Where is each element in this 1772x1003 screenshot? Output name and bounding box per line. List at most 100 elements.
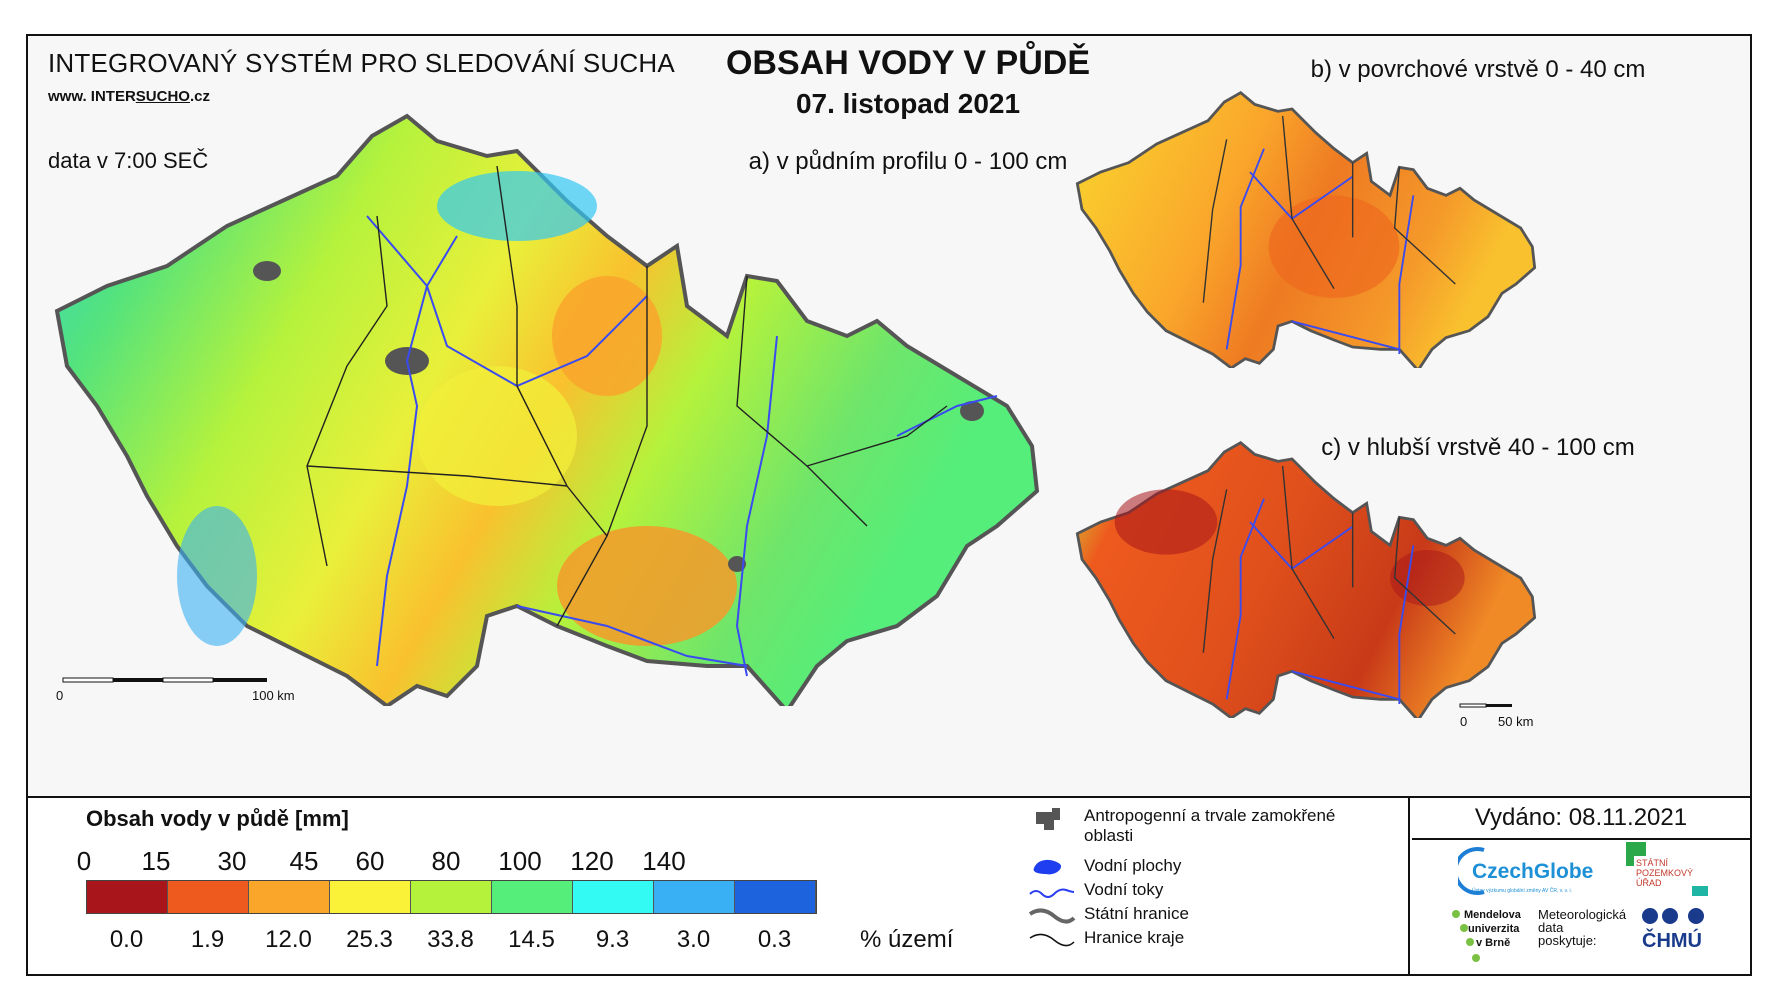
river-odra: [896, 395, 998, 437]
legend-percent: 33.8: [427, 926, 474, 953]
mendel-text-3: v Brně: [1476, 937, 1511, 949]
legend-break: 100: [498, 846, 542, 876]
legend-break: 140: [642, 846, 686, 876]
symbol-label: Vodní toky: [1084, 880, 1164, 899]
data-time-label: data v 7:00 SEČ: [48, 148, 209, 173]
region-border-icon: [1028, 928, 1084, 956]
urban-brno: [728, 556, 746, 572]
spu-green-mark-2: [1626, 856, 1634, 866]
mendel-university-logo: Mendelova univerzita v Brně: [1452, 908, 1552, 972]
river-labe: [366, 215, 648, 388]
system-title: INTEGROVANÝ SYSTÉM PRO SLEDOVÁNÍ SUCHA: [48, 48, 675, 78]
meteo-text-2: data: [1538, 920, 1564, 935]
mendel-dot-3: [1466, 938, 1474, 946]
meteo-text-1: Meteorologická: [1538, 907, 1627, 922]
legend-break: 0: [76, 846, 92, 876]
legend-break: 80: [431, 846, 461, 876]
small-scale-bar: [1459, 703, 1512, 708]
small-scale-end: 50 km: [1498, 714, 1534, 729]
deep-layer-map: [1075, 440, 1537, 718]
map-frame: INTEGROVANÝ SYSTÉM PRO SLEDOVÁNÍ SUCHA w…: [26, 34, 1752, 976]
percent-unit-label: % území: [860, 926, 954, 953]
spu-text-1: STÁTNÍ: [1636, 858, 1669, 868]
region-borders-b: [1202, 115, 1456, 303]
legend-percent: 14.5: [508, 926, 555, 953]
legend-break: 120: [570, 846, 614, 876]
meteo-data-label: Meteorologická data poskytuje:: [1538, 908, 1626, 947]
symbol-label: Vodní plochy: [1084, 856, 1182, 875]
legend-percent: 0.3: [757, 926, 792, 953]
legend-swatch: [87, 881, 168, 913]
spu-teal-mark: [1692, 886, 1708, 896]
map-area: INTEGROVANÝ SYSTÉM PRO SLEDOVÁNÍ SUCHA w…: [28, 36, 1750, 798]
map-date: 07. listopad 2021: [795, 88, 1021, 119]
panel-b-title: b) v povrchové vrstvě 0 - 40 cm: [1310, 56, 1646, 83]
legend-swatch: [735, 881, 816, 913]
chmu-logo: ČHMÚ: [1640, 906, 1720, 966]
chmu-circle-left: [1642, 908, 1658, 924]
czechglobe-subtitle: Ústav výzkumu globální změny AV ČR, v. v…: [1472, 888, 1573, 894]
mendel-dots: [1452, 910, 1460, 918]
mendel-dot-4: [1472, 954, 1480, 962]
legend-panel: Obsah vody v půdě [mm] 0 15 30 45 60 80 …: [28, 798, 1750, 976]
small-scale-start: 0: [1460, 714, 1468, 729]
legend-percent: 12.0: [265, 926, 312, 953]
mendel-text-1: Mendelova: [1464, 909, 1521, 921]
chmu-circle-mid: [1662, 908, 1678, 924]
wet-zone-krkonose: [437, 171, 597, 241]
dry-zone-c-northwest: [1114, 489, 1218, 555]
legend-swatch: [249, 881, 330, 913]
symbol-label: Hranice kraje: [1084, 928, 1185, 947]
partner-logos: CzechGlobe Ústav výzkumu globální změny …: [1412, 840, 1750, 974]
dry-zone-c-east: [1390, 550, 1465, 606]
czechia-outline-c: [1075, 440, 1537, 718]
state-border-icon: [1028, 904, 1084, 932]
legend-percent: 3.0: [676, 926, 711, 953]
spu-logo: STÁTNÍ POZEMKOVÝ ÚŘAD: [1626, 842, 1716, 902]
symbol-label: Státní hranice: [1084, 904, 1189, 923]
symbol-row-state-border: Státní hranice: [1028, 904, 1344, 932]
urban-ostrava: [960, 401, 984, 421]
region-borders: [306, 165, 948, 627]
legend-swatch: [168, 881, 249, 913]
wet-zone-sumava: [177, 506, 257, 646]
legend-break: 45: [289, 846, 319, 876]
main-scale-bar: [62, 677, 267, 683]
czechglobe-text: CzechGlobe: [1472, 860, 1594, 883]
symbol-row-region-border: Hranice kraje: [1028, 928, 1344, 956]
dry-zone-b-center: [1268, 195, 1400, 298]
legend-break: 30: [217, 846, 247, 876]
legend-percent: 1.9: [190, 926, 225, 953]
main-title: OBSAH VODY V PŮDĚ: [725, 44, 1090, 82]
river-icon: [1028, 880, 1084, 908]
panel-c-title: c) v hlubší vrstvě 40 - 100 cm: [1321, 434, 1635, 461]
chmu-text: ČHMÚ: [1642, 930, 1702, 952]
legend-percent: 0.0: [109, 926, 144, 953]
footer-divider: [1408, 798, 1410, 976]
main-scale-start: 0: [56, 688, 64, 703]
issued-date: Vydáno: 08.11.2021: [1412, 798, 1750, 840]
legend-swatch: [654, 881, 735, 913]
legend-swatch: [573, 881, 654, 913]
legend-swatch: [330, 881, 411, 913]
legend-break: 15: [141, 846, 171, 876]
legend-swatch: [492, 881, 573, 913]
river-morava: [735, 335, 778, 677]
website-link[interactable]: www. INTERSUCHO.cz: [48, 88, 210, 105]
dry-zone-central: [417, 366, 577, 506]
legend-title: Obsah vody v půdě [mm]: [86, 806, 349, 831]
legend-swatch: [411, 881, 492, 913]
urban-area-icon: [1028, 806, 1084, 834]
panel-a-title: a) v půdním profilu 0 - 100 cm: [748, 148, 1068, 175]
symbol-label: Antropogenní a trvale zamokřené oblasti: [1084, 806, 1336, 845]
main-scale-end: 100 km: [252, 688, 295, 703]
czechglobe-logo: CzechGlobe Ústav výzkumu globální změny …: [1458, 846, 1598, 898]
dry-zone-south-moravia: [557, 526, 737, 646]
water-body-icon: [1028, 856, 1084, 884]
chmu-circle-right: [1688, 908, 1704, 924]
symbol-row-river: Vodní toky: [1028, 880, 1344, 908]
symbol-row-urban: Antropogenní a trvale zamokřené oblasti: [1028, 806, 1344, 846]
legend-percent: 9.3: [595, 926, 630, 953]
main-soil-moisture-map: [54, 113, 1040, 706]
spu-green-mark: [1626, 842, 1646, 856]
